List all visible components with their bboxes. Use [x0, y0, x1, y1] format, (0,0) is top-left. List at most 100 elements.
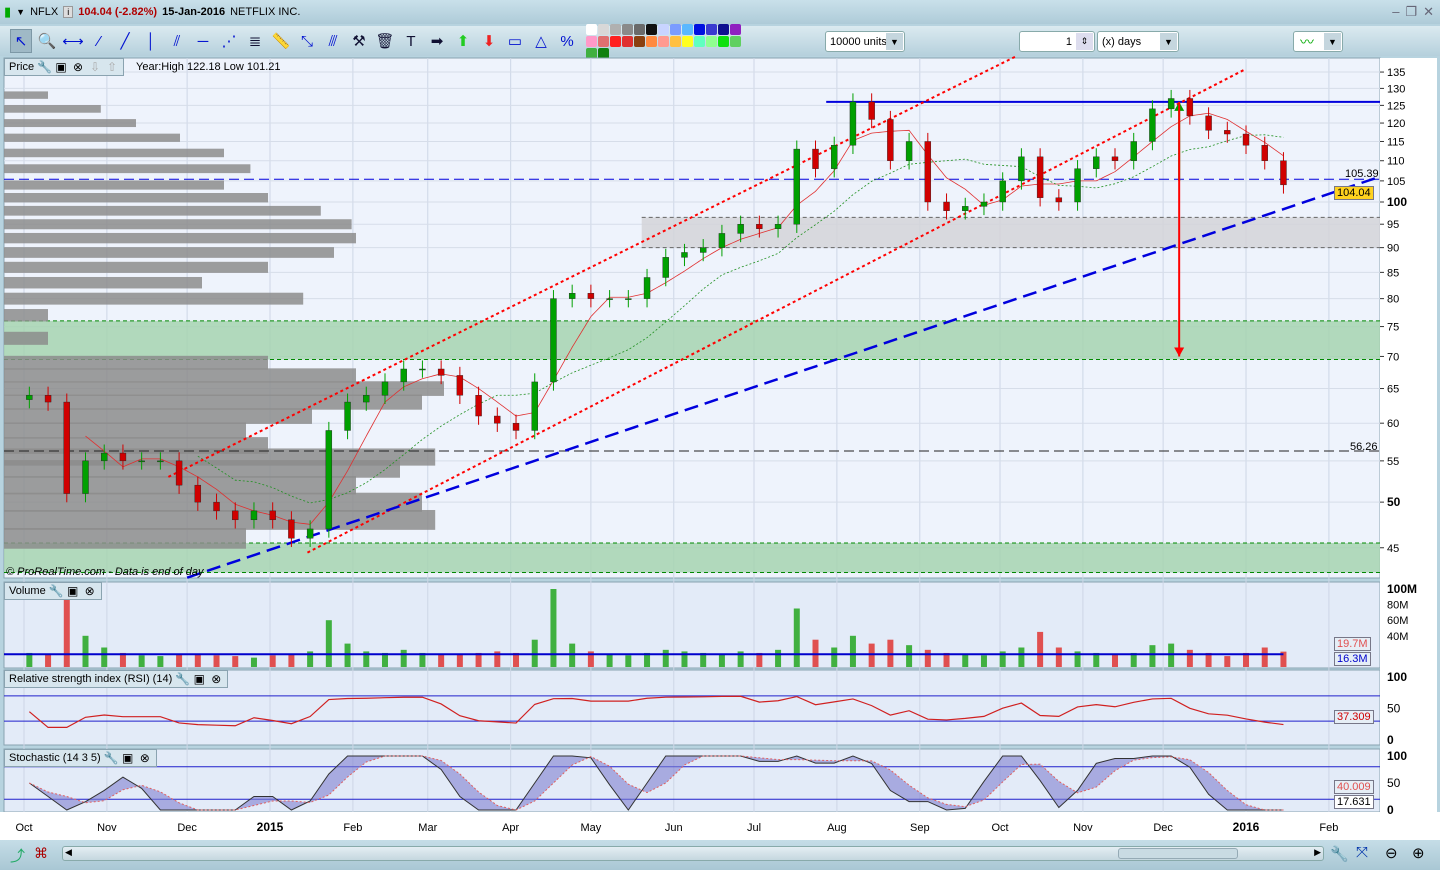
color-swatch[interactable] [610, 23, 621, 35]
channel-icon[interactable]: ⫽ [173, 32, 181, 50]
zoom-out-icon[interactable]: ⊖ [1385, 845, 1398, 862]
close-circle-icon[interactable]: ⊗ [84, 584, 95, 598]
color-swatch[interactable] [658, 35, 669, 47]
period-stepper[interactable]: 1 ⇕ [1019, 31, 1095, 52]
volume-bar [1018, 647, 1025, 667]
close-circle-icon[interactable]: ⊗ [139, 751, 150, 765]
close-circle-icon[interactable]: ⊗ [73, 60, 84, 74]
color-swatch[interactable] [718, 23, 729, 35]
candle-body [138, 460, 145, 463]
color-swatch[interactable] [694, 35, 705, 47]
candle-body [512, 422, 520, 431]
volume-bar [1074, 651, 1081, 667]
close-circle-icon[interactable]: ⊗ [211, 672, 222, 686]
fan-icon[interactable]: ⋰ [221, 33, 237, 50]
color-swatch[interactable] [682, 23, 693, 35]
triangle-icon[interactable]: △ [535, 33, 547, 50]
color-swatch[interactable] [586, 23, 597, 35]
chart-export-icon[interactable]: ⤴ [10, 848, 26, 865]
indicators-button[interactable]: 〰 ▼ [1293, 31, 1343, 52]
volume-bar [325, 620, 332, 667]
color-swatch[interactable] [586, 35, 597, 47]
move-up-icon[interactable]: ⇧ [107, 60, 118, 74]
scroll-left-icon[interactable]: ◀ [65, 847, 72, 857]
window-icon[interactable]: ▣ [193, 672, 205, 686]
chevron-down-icon[interactable]: ▼ [886, 33, 903, 50]
color-swatch[interactable] [586, 47, 597, 59]
color-swatch[interactable] [634, 23, 645, 35]
color-swatch[interactable] [622, 23, 633, 35]
close-icon[interactable]: ✕ [1423, 4, 1434, 19]
color-swatch[interactable] [598, 47, 609, 59]
horizontal-scrollbar[interactable]: ◀ ▶ [62, 846, 1324, 861]
window-icon[interactable]: ▣ [55, 60, 67, 74]
horizontal-segment-icon[interactable]: ⟷ [62, 33, 84, 50]
arrow-up-icon[interactable]: ⬆ [456, 33, 470, 50]
units-select[interactable]: 10000 units ▼ [825, 31, 905, 52]
fibonacci-icon[interactable]: ≣ [248, 33, 262, 50]
move-down-icon[interactable]: ⇩ [90, 60, 101, 74]
zoom-icon[interactable]: 🔍 [37, 33, 57, 50]
y-tick-label: 85 [1387, 267, 1399, 279]
percent-icon[interactable]: % [560, 32, 574, 50]
period-unit-select[interactable]: (x) days ▼ [1097, 31, 1179, 52]
candle-body [325, 430, 333, 530]
window-icon[interactable]: ▣ [67, 584, 79, 598]
point-icon[interactable]: ⤡ [300, 32, 313, 50]
wrench-icon[interactable]: 🔧 [37, 60, 52, 74]
trash-icon[interactable]: 🗑 [375, 33, 395, 50]
volume-bar [63, 596, 70, 667]
candle-body [82, 460, 89, 494]
wrench-icon[interactable]: 🔧 [48, 584, 63, 598]
arrow-down-icon[interactable]: ⬇ [482, 33, 496, 50]
chart-canvas[interactable]: Oct Nov Dec 2015 Feb Mar Apr May Jun Jul Aug Sep Oct… [0, 0, 1440, 840]
chevron-down-icon[interactable]: ▼ [1160, 33, 1177, 50]
color-swatch[interactable] [622, 35, 633, 47]
horizontal-line-icon[interactable]: ─ [197, 32, 209, 50]
color-swatch[interactable] [598, 35, 609, 47]
ruler-icon[interactable]: 📏 [271, 33, 291, 50]
color-swatch[interactable] [598, 23, 609, 35]
tools-icon[interactable]: ⚒ [352, 33, 366, 50]
color-swatch[interactable] [658, 23, 669, 35]
symbol-dropdown-icon[interactable]: ▼ [16, 7, 26, 17]
color-swatch[interactable] [706, 23, 717, 35]
scroll-thumb[interactable] [1118, 848, 1238, 859]
arrow-right-icon[interactable]: ➡ [430, 33, 444, 50]
line-icon[interactable]: ╱ [120, 33, 130, 50]
color-swatch[interactable] [730, 23, 741, 35]
settings-icon[interactable]: 🔧 [1330, 846, 1349, 863]
color-swatch[interactable] [646, 23, 657, 35]
volume-bar [513, 652, 520, 667]
color-swatch[interactable] [694, 23, 705, 35]
color-swatch[interactable] [730, 35, 741, 47]
pointer-icon[interactable]: ↖ [10, 29, 32, 53]
stepper-icon[interactable]: ⇕ [1076, 33, 1093, 50]
zoom-fit-icon[interactable]: ⤧ [1356, 844, 1369, 861]
wrench-icon[interactable]: 🔧 [175, 672, 190, 686]
window-icon[interactable]: ▣ [122, 751, 134, 765]
minimize-icon[interactable]: – [1392, 4, 1400, 19]
color-swatch[interactable] [646, 35, 657, 47]
symbol[interactable]: NFLX [30, 6, 59, 18]
parallel-icon[interactable]: ⫻ [328, 32, 338, 50]
info-icon[interactable]: i [63, 6, 74, 18]
candlestick-logo-icon: ▮ [4, 4, 12, 19]
wrench-icon[interactable]: 🔧 [103, 751, 118, 765]
segment-icon[interactable]: ⁄ [97, 32, 101, 50]
vertical-line-icon[interactable]: │ [146, 32, 156, 50]
color-swatch[interactable] [634, 35, 645, 47]
scroll-right-icon[interactable]: ▶ [1314, 847, 1321, 857]
color-swatch[interactable] [718, 35, 729, 47]
chevron-down-icon[interactable]: ▼ [1324, 33, 1341, 50]
restore-icon[interactable]: ❐ [1405, 4, 1418, 19]
color-swatch[interactable] [670, 35, 681, 47]
color-swatch[interactable] [670, 23, 681, 35]
color-swatch[interactable] [682, 35, 693, 47]
color-swatch[interactable] [610, 35, 621, 47]
text-icon[interactable]: T [406, 32, 416, 50]
zoom-in-icon[interactable]: ⊕ [1412, 845, 1425, 862]
color-swatch[interactable] [706, 35, 717, 47]
rectangle-icon[interactable]: ▭ [507, 33, 523, 50]
candle-type-icon[interactable]: ⌘ [34, 845, 48, 861]
